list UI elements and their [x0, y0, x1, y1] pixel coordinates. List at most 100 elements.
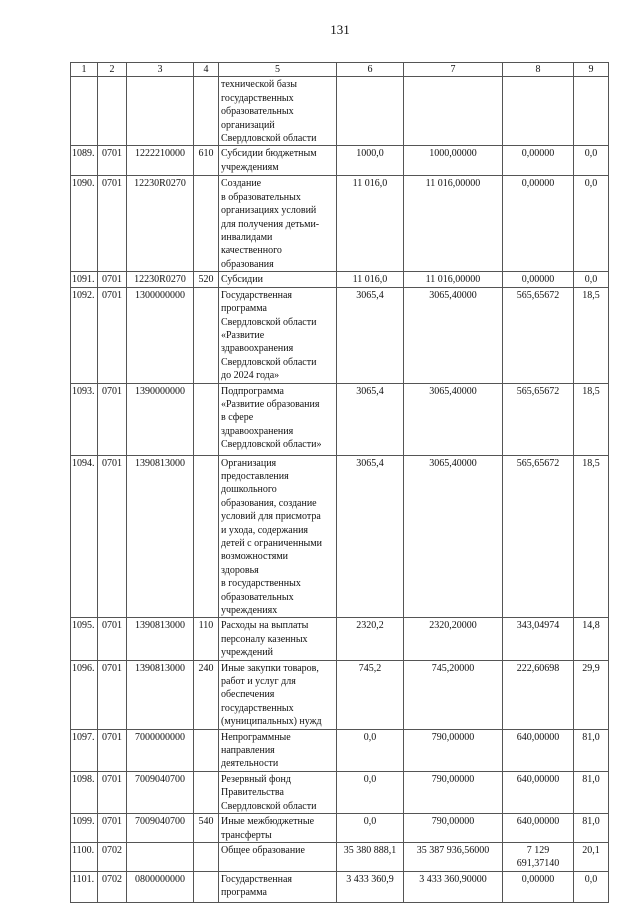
table-row: 1096. 0701 1390813000 240 Иные закупки товар… [70, 659, 609, 730]
value-col7: 790,00000 [403, 813, 503, 843]
row-number: 1101. [70, 870, 98, 903]
value-col8: 565,65672 [502, 286, 574, 384]
percent-col9: 0,0 [573, 870, 609, 903]
value-col8: 640,00000 [502, 813, 574, 843]
description: Резервный фонд Правительства Свердловско… [218, 770, 337, 815]
column-header: 5 [218, 61, 337, 78]
page-number: 131 [330, 22, 350, 37]
value-col7: 3065,40000 [403, 286, 503, 384]
description: технической базы государственных образов… [218, 76, 337, 147]
table-row: 1091. 0701 12230R0270 520 Субсидии 11 016,0 11… [70, 271, 609, 288]
expense-type [193, 841, 219, 872]
target-code: 7009040700 [126, 770, 194, 815]
table-row: 1095. 0701 1390813000 110 Расходы на выплаты… [70, 617, 609, 661]
value-col6: 3065,4 [336, 286, 404, 384]
row-number: 1097. [70, 728, 98, 772]
value-col7: 35 387 936,56000 [403, 841, 503, 872]
percent-col9: 18,5 [573, 454, 609, 619]
value-col8 [502, 76, 574, 147]
percent-col9: 81,0 [573, 813, 609, 843]
percent-col9: 20,1 [573, 841, 609, 872]
value-col8: 0,00000 [502, 271, 574, 288]
row-number: 1091. [70, 271, 98, 288]
target-code [126, 76, 194, 147]
value-col7: 745,20000 [403, 659, 503, 730]
table-row: 1093. 0701 1390000000 Подпрограмма «Развити… [70, 382, 609, 456]
table-row: 1100. 0702 Общее образование 35 380 888,1 35… [70, 841, 609, 872]
percent-col9: 81,0 [573, 728, 609, 772]
table-row: 1098. 0701 7009040700 Резервный фонд Правит… [70, 770, 609, 815]
value-col6 [336, 76, 404, 147]
description: Иные межбюджетные трансферты [218, 813, 337, 843]
row-number: 1098. [70, 770, 98, 815]
column-header: 3 [126, 61, 194, 78]
target-code: 12230R0270 [126, 271, 194, 288]
row-number [70, 76, 98, 147]
target-code: 1300000000 [126, 286, 194, 384]
value-col8: 640,00000 [502, 728, 574, 772]
section-code: 0701 [97, 813, 127, 843]
percent-col9: 18,5 [573, 286, 609, 384]
table-row: 1089. 0701 1222210000 610 Субсидии бюджетным… [70, 145, 609, 177]
value-col7: 3065,40000 [403, 382, 503, 456]
row-number: 1089. [70, 145, 98, 177]
column-header: 6 [336, 61, 404, 78]
target-code: 1390813000 [126, 454, 194, 619]
section-code [97, 76, 127, 147]
description: Подпрограмма «Развитие образования в сфе… [218, 382, 337, 456]
description: Общее образование [218, 841, 337, 872]
section-code: 0701 [97, 659, 127, 730]
value-col6: 0,0 [336, 813, 404, 843]
expense-type [193, 286, 219, 384]
value-col6: 2320,2 [336, 617, 404, 661]
value-col6: 3065,4 [336, 382, 404, 456]
percent-col9: 14,8 [573, 617, 609, 661]
section-code: 0701 [97, 175, 127, 273]
value-col6: 3 433 360,9 [336, 870, 404, 903]
target-code [126, 841, 194, 872]
value-col8: 222,60698 [502, 659, 574, 730]
percent-col9: 0,0 [573, 145, 609, 177]
target-code: 7009040700 [126, 813, 194, 843]
value-col6: 0,0 [336, 728, 404, 772]
percent-col9: 29,9 [573, 659, 609, 730]
section-code: 0701 [97, 382, 127, 456]
column-header: 9 [573, 61, 609, 78]
column-header: 4 [193, 61, 219, 78]
percent-col9: 18,5 [573, 382, 609, 456]
value-col6: 11 016,0 [336, 175, 404, 273]
expense-type [193, 382, 219, 456]
column-header: 7 [403, 61, 503, 78]
value-col8: 640,00000 [502, 770, 574, 815]
expense-type: 520 [193, 271, 219, 288]
value-col6: 11 016,0 [336, 271, 404, 288]
target-code: 7000000000 [126, 728, 194, 772]
row-number: 1100. [70, 841, 98, 872]
expense-type [193, 770, 219, 815]
percent-col9: 0,0 [573, 175, 609, 273]
description: Государственная программа [218, 870, 337, 903]
description: Непрограммные направления деятельности [218, 728, 337, 772]
section-code: 0701 [97, 770, 127, 815]
row-number: 1095. [70, 617, 98, 661]
value-col7 [403, 76, 503, 147]
value-col6: 35 380 888,1 [336, 841, 404, 872]
value-col7: 3065,40000 [403, 454, 503, 619]
value-col8: 565,65672 [502, 454, 574, 619]
target-code: 1390000000 [126, 382, 194, 456]
value-col7: 790,00000 [403, 770, 503, 815]
table-row: технической базы государственных образов… [70, 76, 609, 147]
value-col7: 1000,00000 [403, 145, 503, 177]
value-col7: 3 433 360,90000 [403, 870, 503, 903]
percent-col9: 0,0 [573, 271, 609, 288]
expense-type [193, 76, 219, 147]
target-code: 0800000000 [126, 870, 194, 903]
value-col8: 0,00000 [502, 175, 574, 273]
column-header: 2 [97, 61, 127, 78]
row-number: 1092. [70, 286, 98, 384]
description: Организация предоставления дошкольного о… [218, 454, 337, 619]
value-col8: 0,00000 [502, 145, 574, 177]
expense-type: 110 [193, 617, 219, 661]
target-code: 1222210000 [126, 145, 194, 177]
